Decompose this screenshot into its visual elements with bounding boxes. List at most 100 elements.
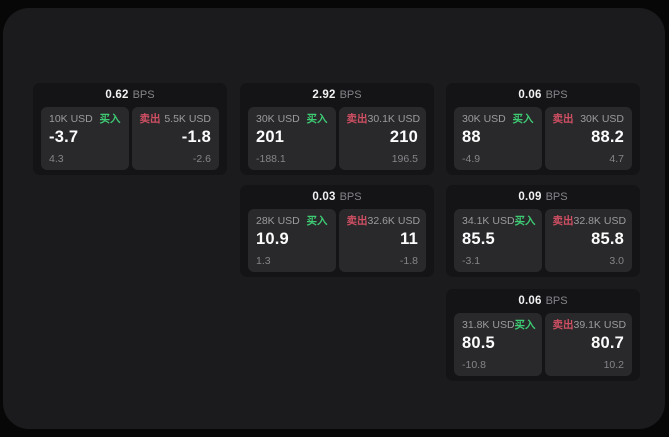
buy-tile-header: 10K USD 买入: [49, 114, 121, 125]
sell-quote-tile[interactable]: 卖出 5.5K USD -1.8 -2.6: [131, 107, 219, 170]
sell-size-label: 5.5K USD: [164, 113, 211, 125]
buy-tile-header: 28K USD 买入: [256, 216, 328, 227]
quote-card: 0.06 BPS 30K USD 买入 88 -4.9 卖出 30K USD 8…: [446, 83, 640, 175]
buy-size-label: 10K USD: [49, 113, 93, 125]
buy-price: 88: [462, 127, 481, 146]
spread-value: 2.92: [312, 89, 336, 101]
quote-tiles: 34.1K USD 买入 85.5 -3.1 卖出 32.8K USD 85.8…: [454, 209, 632, 272]
quote-tiles: 31.8K USD 买入 80.5 -10.8 卖出 39.1K USD 80.…: [454, 313, 632, 376]
sell-tile-header: 卖出 39.1K USD: [552, 319, 627, 331]
buy-tile-header: 34.1K USD 买入: [462, 215, 536, 227]
buy-tile-header: 31.8K USD 买入: [462, 319, 536, 331]
sell-quote-tile[interactable]: 卖出 39.1K USD 80.7 10.2: [544, 313, 632, 376]
buy-size-label: 34.1K USD: [462, 215, 515, 227]
sell-tile-header: 卖出 32.8K USD: [552, 215, 627, 227]
sell-side-label: 卖出: [346, 215, 368, 227]
sell-price: 80.7: [591, 333, 624, 352]
sell-quote-tile[interactable]: 卖出 32.8K USD 85.8 3.0: [544, 209, 632, 272]
sell-delta: 196.5: [391, 152, 418, 165]
buy-delta: -10.8: [462, 358, 486, 371]
spread-value: 0.06: [518, 295, 542, 307]
buy-side-label: 买入: [99, 113, 121, 125]
buy-size-label: 30K USD: [462, 113, 506, 125]
buy-delta: -3.1: [462, 254, 481, 267]
buy-delta: 1.3: [256, 254, 271, 267]
buy-tile-header: 30K USD 买入: [462, 114, 534, 125]
sell-quote-tile[interactable]: 卖出 30.1K USD 210 196.5: [338, 107, 426, 170]
sell-delta: 4.7: [609, 152, 624, 165]
quote-tiles: 30K USD 买入 201 -188.1 卖出 30.1K USD 210 1…: [248, 107, 426, 170]
quote-tiles: 28K USD 买入 10.9 1.3 卖出 32.6K USD 11 -1.8: [248, 209, 426, 272]
sell-quote-tile[interactable]: 卖出 30K USD 88.2 4.7: [544, 107, 632, 170]
sell-price: 11: [400, 229, 418, 248]
buy-quote-tile[interactable]: 30K USD 买入 88 -4.9: [454, 107, 542, 170]
buy-price: 85.5: [462, 229, 495, 248]
sell-size-label: 39.1K USD: [573, 319, 627, 331]
buy-price: 80.5: [462, 333, 495, 352]
buy-delta: -188.1: [256, 152, 286, 165]
sell-side-label: 卖出: [552, 113, 574, 125]
buy-side-label: 买入: [306, 215, 328, 227]
spread-header: 0.06 BPS: [454, 289, 632, 313]
buy-side-label: 买入: [514, 319, 536, 331]
buy-side-label: 买入: [512, 113, 534, 125]
quote-tiles: 30K USD 买入 88 -4.9 卖出 30K USD 88.2 4.7: [454, 107, 632, 170]
sell-side-label: 卖出: [552, 215, 574, 227]
sell-size-label: 32.8K USD: [573, 215, 627, 227]
sell-tile-header: 卖出 30.1K USD: [347, 113, 421, 125]
quote-card: 0.03 BPS 28K USD 买入 10.9 1.3 卖出 32.6K US…: [240, 185, 434, 277]
sell-delta: 3.0: [609, 254, 624, 267]
sell-delta: -2.6: [192, 152, 211, 165]
sell-tile-header: 卖出 5.5K USD: [140, 114, 212, 125]
bps-unit-label: BPS: [339, 191, 362, 203]
spread-header: 0.62 BPS: [41, 83, 219, 107]
buy-size-label: 30K USD: [256, 113, 300, 125]
spread-value: 0.06: [518, 89, 542, 101]
buy-quote-tile[interactable]: 10K USD 买入 -3.7 4.3: [41, 107, 129, 170]
buy-size-label: 28K USD: [256, 215, 300, 227]
sell-price: 85.8: [591, 229, 624, 248]
spread-header: 0.03 BPS: [248, 185, 426, 209]
buy-delta: 4.3: [49, 152, 64, 165]
sell-size-label: 30K USD: [580, 113, 624, 125]
app-surface: 0.62 BPS 10K USD 买入 -3.7 4.3 卖出 5.5K USD…: [3, 8, 665, 429]
sell-side-label: 卖出: [552, 319, 574, 331]
buy-price: -3.7: [49, 127, 79, 146]
sell-delta: 10.2: [603, 358, 624, 371]
sell-size-label: 30.1K USD: [367, 113, 421, 125]
sell-delta: -1.8: [399, 254, 418, 267]
spread-header: 0.06 BPS: [454, 83, 632, 107]
sell-price: -1.8: [181, 127, 211, 146]
buy-side-label: 买入: [306, 113, 328, 125]
bps-unit-label: BPS: [545, 191, 568, 203]
buy-price: 201: [256, 127, 285, 146]
buy-price: 10.9: [256, 229, 289, 248]
buy-size-label: 31.8K USD: [462, 319, 515, 331]
sell-price: 210: [389, 127, 418, 146]
buy-quote-tile[interactable]: 30K USD 买入 201 -188.1: [248, 107, 336, 170]
sell-size-label: 32.6K USD: [367, 215, 421, 227]
bps-unit-label: BPS: [545, 295, 568, 307]
sell-price: 88.2: [591, 127, 624, 146]
bps-unit-label: BPS: [545, 89, 568, 101]
buy-delta: -4.9: [462, 152, 481, 165]
quote-card: 0.09 BPS 34.1K USD 买入 85.5 -3.1 卖出 32.8K…: [446, 185, 640, 277]
spread-value: 0.09: [518, 191, 542, 203]
quote-card: 2.92 BPS 30K USD 买入 201 -188.1 卖出 30.1K …: [240, 83, 434, 175]
spread-header: 2.92 BPS: [248, 83, 426, 107]
sell-tile-header: 卖出 30K USD: [553, 114, 625, 125]
buy-tile-header: 30K USD 买入: [256, 114, 328, 125]
bps-unit-label: BPS: [339, 89, 362, 101]
spread-value: 0.62: [105, 89, 129, 101]
buy-quote-tile[interactable]: 34.1K USD 买入 85.5 -3.1: [454, 209, 542, 272]
buy-side-label: 买入: [514, 215, 536, 227]
quote-card: 0.62 BPS 10K USD 买入 -3.7 4.3 卖出 5.5K USD…: [33, 83, 227, 175]
sell-tile-header: 卖出 32.6K USD: [346, 215, 421, 227]
spread-value: 0.03: [312, 191, 336, 203]
buy-quote-tile[interactable]: 31.8K USD 买入 80.5 -10.8: [454, 313, 542, 376]
sell-quote-tile[interactable]: 卖出 32.6K USD 11 -1.8: [338, 209, 426, 272]
sell-side-label: 卖出: [139, 113, 161, 125]
spread-header: 0.09 BPS: [454, 185, 632, 209]
quote-card: 0.06 BPS 31.8K USD 买入 80.5 -10.8 卖出 39.1…: [446, 289, 640, 381]
buy-quote-tile[interactable]: 28K USD 买入 10.9 1.3: [248, 209, 336, 272]
